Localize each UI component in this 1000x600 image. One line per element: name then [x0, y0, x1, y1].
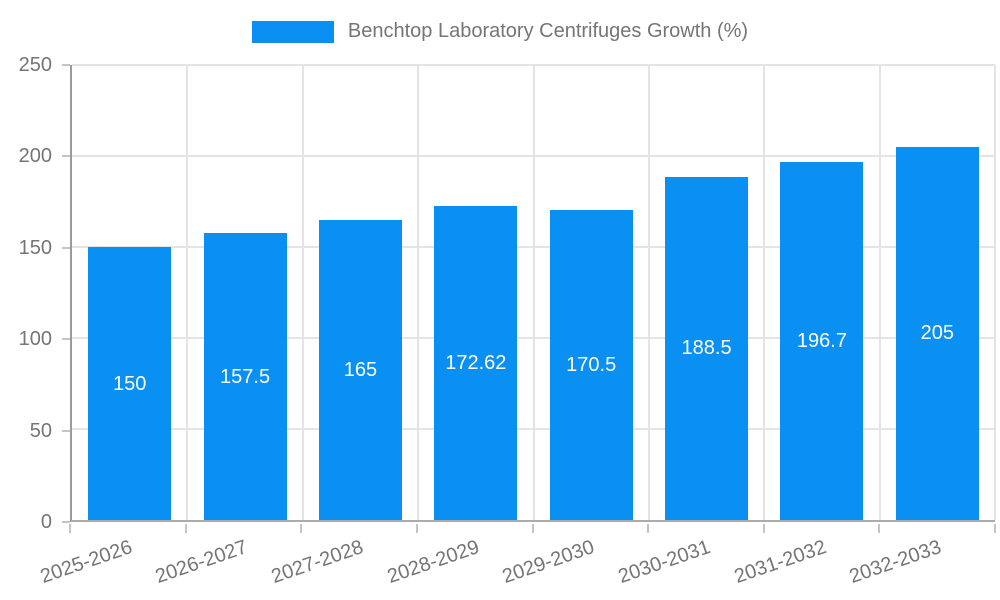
x-tick-label: 2030-2031 [615, 536, 714, 588]
y-tick [62, 64, 70, 66]
bar-value-label: 170.5 [566, 353, 617, 376]
x-tick [531, 524, 534, 533]
x-tick [647, 524, 650, 533]
gridline-v [186, 65, 189, 520]
bar-2031-2032 [780, 162, 864, 520]
y-tick [62, 155, 70, 158]
legend: Benchtop Laboratory Centrifuges Growth (… [0, 20, 1000, 43]
bar-value-label: 205 [920, 322, 954, 345]
y-tick-label: 150 [18, 236, 52, 259]
legend-label: Benchtop Laboratory Centrifuges Growth (… [347, 20, 749, 42]
x-tick-label: 2028-2029 [384, 536, 482, 588]
y-tick-label: 200 [18, 145, 52, 168]
bar-2032-2033 [895, 146, 979, 520]
bar-2026-2027 [203, 233, 287, 520]
bar-value-label: 150 [113, 372, 147, 395]
bar-value-label: 188.5 [681, 337, 732, 360]
bar-2030-2031 [665, 176, 749, 520]
y-tick [62, 338, 70, 341]
x-tick-label: 2029-2030 [499, 536, 598, 588]
bar-value-label: 157.5 [220, 365, 271, 388]
y-tick-label: 100 [18, 328, 52, 351]
bar-2025-2026 [88, 247, 172, 520]
y-tick-label: 50 [29, 419, 52, 442]
gridline-v [994, 65, 996, 520]
gridline-v [301, 65, 304, 520]
x-tick-label: 2032-2033 [846, 536, 945, 588]
y-tick [62, 521, 70, 523]
x-tick-label: 2027-2028 [268, 536, 367, 588]
x-tick [994, 524, 996, 533]
x-tick-label: 2031-2032 [731, 536, 829, 588]
bar-2029-2030 [549, 209, 633, 520]
x-tick [878, 524, 881, 533]
gridline-v [878, 65, 881, 520]
x-tick [69, 524, 71, 533]
plot-area: 150 157.5 165 172.62 170.5 188.5 196.7 205 [70, 64, 996, 522]
gridline-v [532, 65, 535, 520]
x-tick [415, 524, 418, 533]
x-tick [762, 524, 765, 533]
x-axis: 2025-2026 2026-2027 2027-2028 2028-2029 2029… [37, 536, 995, 596]
gridline-v [647, 65, 650, 520]
y-tick [62, 246, 70, 249]
gridline-v [763, 65, 766, 520]
x-tick-label: 2026-2027 [152, 536, 251, 588]
bar-2028-2029 [434, 205, 518, 520]
bar-2027-2028 [318, 219, 402, 520]
bar-value-label: 172.62 [445, 351, 507, 374]
gridline-v [417, 65, 420, 520]
x-tick [300, 524, 303, 533]
x-tick [184, 524, 187, 533]
bar-value-label: 196.7 [796, 330, 847, 353]
x-tick-label: 2025-2026 [37, 536, 135, 588]
legend-swatch [251, 20, 334, 43]
y-tick [62, 429, 70, 432]
x-axis-ticks [69, 524, 996, 533]
y-tick-label: 250 [18, 54, 52, 76]
y-tick-label: 0 [40, 511, 52, 533]
y-axis: 0 50 100 150 200 250 [0, 55, 70, 532]
bar-value-label: 165 [343, 358, 378, 381]
